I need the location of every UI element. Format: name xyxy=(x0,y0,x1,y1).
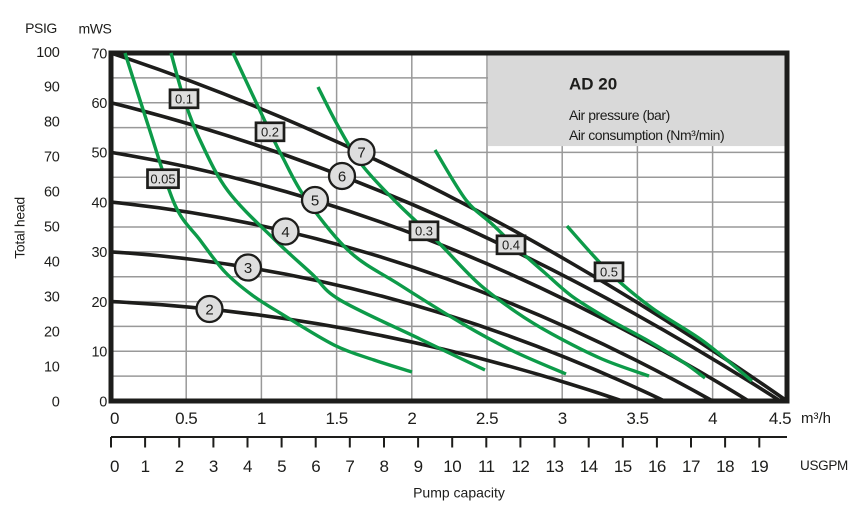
svg-text:30: 30 xyxy=(91,245,107,261)
svg-text:8: 8 xyxy=(380,457,389,476)
svg-text:mWS: mWS xyxy=(78,21,111,37)
svg-text:40: 40 xyxy=(91,195,107,211)
svg-text:0.1: 0.1 xyxy=(175,92,193,107)
svg-text:4: 4 xyxy=(243,457,252,476)
svg-text:PSIG: PSIG xyxy=(25,20,57,36)
svg-text:10: 10 xyxy=(443,457,461,476)
svg-text:13: 13 xyxy=(546,457,564,476)
svg-text:3: 3 xyxy=(244,260,252,277)
svg-text:18: 18 xyxy=(716,457,734,476)
svg-text:20: 20 xyxy=(44,324,60,340)
svg-text:0.3: 0.3 xyxy=(415,224,433,239)
svg-text:USGPM: USGPM xyxy=(800,458,848,473)
svg-text:60: 60 xyxy=(44,185,60,201)
svg-text:90: 90 xyxy=(44,80,60,96)
svg-text:11: 11 xyxy=(478,457,495,476)
svg-text:2: 2 xyxy=(205,301,213,318)
svg-text:0.5: 0.5 xyxy=(600,265,618,280)
svg-text:10: 10 xyxy=(44,359,60,375)
svg-text:Air pressure (bar): Air pressure (bar) xyxy=(569,107,670,123)
svg-text:1: 1 xyxy=(141,457,150,476)
svg-text:AD 20: AD 20 xyxy=(569,75,617,94)
svg-text:2.5: 2.5 xyxy=(476,409,498,428)
svg-text:70: 70 xyxy=(91,46,107,62)
svg-text:70: 70 xyxy=(44,150,60,166)
svg-text:0.2: 0.2 xyxy=(261,125,279,140)
svg-text:0: 0 xyxy=(99,394,107,410)
svg-text:20: 20 xyxy=(91,295,107,311)
svg-text:9: 9 xyxy=(414,457,423,476)
svg-text:3: 3 xyxy=(209,457,218,476)
svg-text:4.5: 4.5 xyxy=(769,409,791,428)
svg-text:60: 60 xyxy=(91,96,107,112)
svg-text:2: 2 xyxy=(407,409,416,428)
svg-text:3.5: 3.5 xyxy=(626,409,648,428)
svg-text:Air consumption (Nm³/min): Air consumption (Nm³/min) xyxy=(569,127,724,143)
svg-text:30: 30 xyxy=(44,289,60,305)
svg-text:0: 0 xyxy=(110,409,119,428)
svg-text:12: 12 xyxy=(511,457,529,476)
svg-text:1.5: 1.5 xyxy=(326,409,348,428)
svg-text:16: 16 xyxy=(648,457,666,476)
svg-text:2: 2 xyxy=(175,457,184,476)
svg-text:3: 3 xyxy=(558,409,567,428)
svg-text:0: 0 xyxy=(52,394,60,410)
svg-text:m³/h: m³/h xyxy=(801,410,831,427)
svg-text:17: 17 xyxy=(682,457,700,476)
svg-text:4: 4 xyxy=(708,409,717,428)
svg-text:19: 19 xyxy=(750,457,768,476)
svg-text:0.5: 0.5 xyxy=(175,409,197,428)
svg-text:6: 6 xyxy=(338,168,346,185)
svg-text:50: 50 xyxy=(44,220,60,236)
svg-text:4: 4 xyxy=(281,224,289,241)
svg-text:6: 6 xyxy=(311,457,320,476)
svg-text:15: 15 xyxy=(614,457,632,476)
svg-text:7: 7 xyxy=(345,457,354,476)
svg-text:5: 5 xyxy=(311,192,319,209)
svg-text:100: 100 xyxy=(36,45,60,61)
svg-text:10: 10 xyxy=(91,345,107,361)
svg-text:40: 40 xyxy=(44,255,60,271)
svg-text:5: 5 xyxy=(277,457,286,476)
svg-text:0.05: 0.05 xyxy=(150,172,175,187)
svg-text:80: 80 xyxy=(44,115,60,131)
svg-text:50: 50 xyxy=(91,146,107,162)
svg-text:14: 14 xyxy=(580,457,598,476)
svg-text:7: 7 xyxy=(357,144,365,161)
svg-text:1: 1 xyxy=(257,409,266,428)
svg-text:0: 0 xyxy=(110,457,119,476)
svg-text:Pump capacity: Pump capacity xyxy=(413,485,505,501)
svg-text:Total head: Total head xyxy=(12,197,28,259)
svg-text:0.4: 0.4 xyxy=(502,238,520,253)
